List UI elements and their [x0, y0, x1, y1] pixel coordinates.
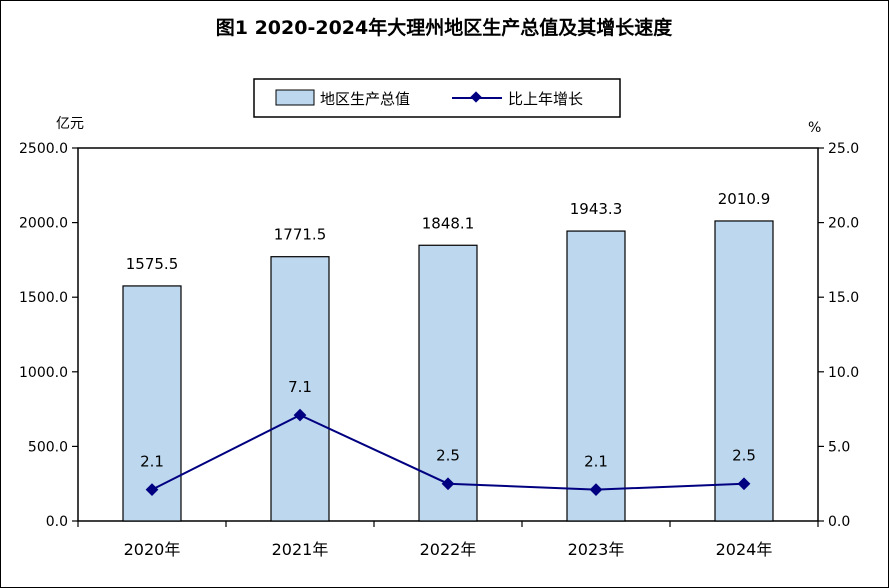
y-right-unit: %: [808, 120, 821, 136]
bar-data-label: 1848.1: [422, 214, 475, 232]
y-right-tick-label: 0.0: [828, 514, 850, 530]
y-left-ticks: 0.0 500.0 1000.0 1500.0 2000.0 2500.0: [19, 141, 78, 530]
bar: [122, 285, 182, 522]
bar: [566, 230, 626, 522]
line-series: [145, 408, 751, 497]
y-left-tick-label: 0.0: [46, 514, 68, 530]
legend-line-label: 比上年增长: [508, 90, 583, 108]
legend-box: [253, 78, 621, 118]
y-left-tick-label: 1000.0: [19, 365, 68, 381]
y-right-tick-label: 20.0: [828, 216, 859, 232]
bar: [270, 256, 330, 522]
y-right-tick-label: 10.0: [828, 365, 859, 381]
x-tick-label: 2022年: [420, 540, 477, 559]
y-right-tick-label: 25.0: [828, 141, 859, 157]
bar-data-label: 2010.9: [718, 190, 771, 208]
x-tick-label: 2023年: [568, 540, 625, 559]
y-right-tick-label: 15.0: [828, 290, 859, 306]
line-labels: 2.1 7.1 2.5 2.1 2.5: [140, 378, 756, 471]
legend: 地区生产总值 比上年增长: [253, 78, 621, 118]
y-left-tick-label: 2000.0: [19, 216, 68, 232]
line-data-label: 7.1: [288, 378, 312, 396]
bar-data-label: 1771.5: [274, 226, 327, 244]
bar-data-label: 1575.5: [126, 255, 179, 273]
line-data-label: 2.1: [584, 453, 608, 471]
bar-series: [122, 220, 774, 522]
bar: [418, 244, 478, 522]
x-tick-label: 2024年: [716, 540, 773, 559]
y-left-tick-label: 500.0: [28, 439, 68, 455]
y-right-tick-label: 5.0: [828, 439, 850, 455]
legend-bar-swatch: [275, 89, 315, 106]
x-axis-labels: 2020年 2021年 2022年 2023年 2024年: [77, 521, 819, 559]
legend-bar-label: 地区生产总值: [320, 90, 410, 108]
line-data-label: 2.1: [140, 453, 164, 471]
bar: [714, 220, 774, 522]
line-data-label: 2.5: [732, 447, 756, 465]
bar-data-label: 1943.3: [570, 200, 623, 218]
y-left-unit: 亿元: [56, 116, 84, 132]
x-tick-label: 2021年: [272, 540, 329, 559]
line-point: [145, 483, 159, 497]
bar-labels: 1575.5 1771.5 1848.1 1943.3 2010.9: [126, 190, 771, 273]
line-point: [441, 477, 455, 491]
x-tick-label: 2020年: [124, 540, 181, 559]
y-right-ticks: 0.0 5.0 10.0 15.0 20.0 25.0: [818, 141, 859, 530]
y-left-tick-label: 2500.0: [19, 141, 68, 157]
line-point: [293, 408, 307, 422]
y-left-tick-label: 1500.0: [19, 290, 68, 306]
line-data-label: 2.5: [436, 447, 460, 465]
chart-title: 图1 2020-2024年大理州地区生产总值及其增长速度: [216, 16, 673, 39]
